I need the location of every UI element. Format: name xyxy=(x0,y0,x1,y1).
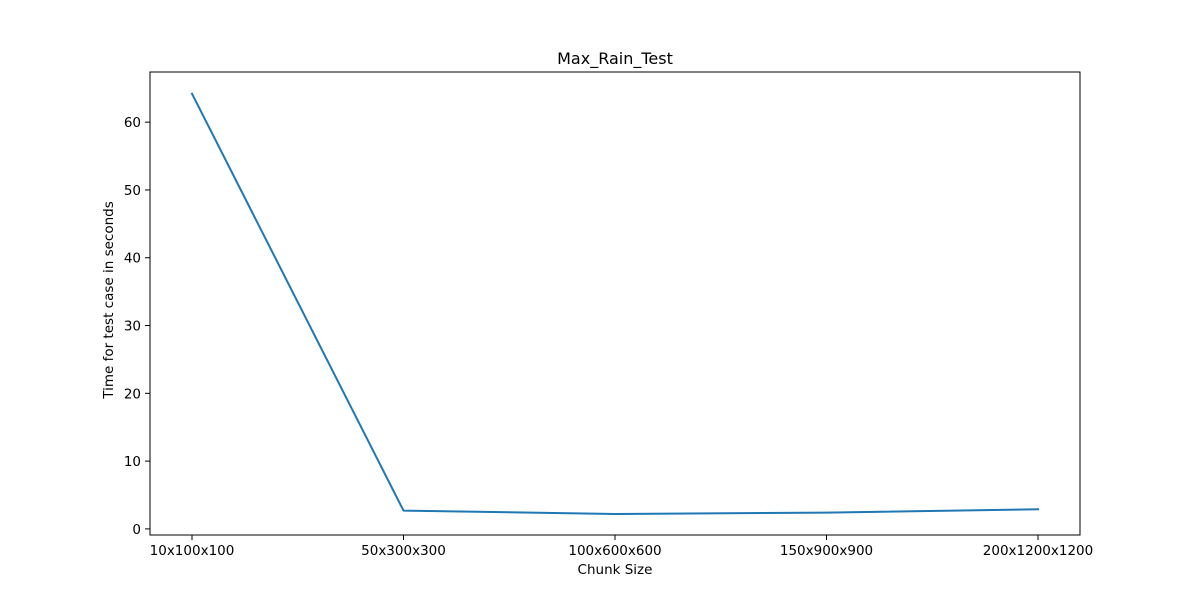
y-tick-label: 30 xyxy=(124,319,141,335)
x-tick-label: 10x100x100 xyxy=(150,543,235,559)
series-line-0 xyxy=(190,92,1040,515)
x-tick-label: 150x900x900 xyxy=(780,543,873,559)
chart-title: Max_Rain_Test xyxy=(557,49,673,69)
y-tick-label: 60 xyxy=(124,115,141,131)
x-tick-label: 100x600x600 xyxy=(568,543,661,559)
y-tick-label: 50 xyxy=(124,183,141,199)
plot-frame xyxy=(149,71,1081,536)
x-axis-label: Chunk Size xyxy=(578,562,653,578)
y-tick-label: 40 xyxy=(124,251,141,267)
y-tick-label: 20 xyxy=(124,386,141,402)
y-tick-label: 0 xyxy=(132,522,141,538)
y-tick-label: 10 xyxy=(124,454,141,470)
plot-area: 10x100x100 50x300x300 100x600x600 150x900x9… xyxy=(124,71,1093,559)
y-axis-label: Time for test case in seconds xyxy=(101,201,117,400)
x-tick-label: 50x300x300 xyxy=(361,543,446,559)
x-tick-label: 200x1200x1200 xyxy=(983,543,1093,559)
